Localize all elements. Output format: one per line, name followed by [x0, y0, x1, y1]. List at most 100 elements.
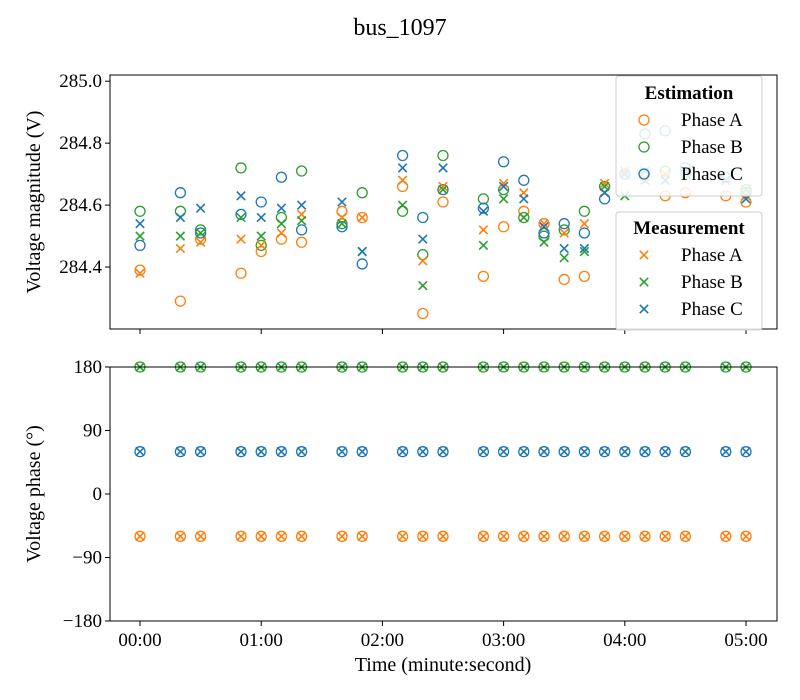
measurement-point-phase-b	[337, 218, 347, 229]
magnitude-y-label: Voltage magnitude (V)	[23, 111, 45, 294]
measurement-point-phase-a	[135, 268, 145, 279]
phase-estimation-point-phase-c	[740, 446, 752, 458]
legend-marker-phase-b	[638, 141, 650, 153]
phase-marks	[134, 361, 752, 542]
estimation-point-phase-a	[538, 218, 550, 230]
phase-estimation-point-phase-c	[720, 446, 732, 458]
phase-estimation-point-phase-c	[295, 446, 308, 458]
phase-estimation-point-phase-c	[336, 446, 348, 458]
estimation-point-phase-a	[255, 245, 267, 258]
phase-estimation-point-phase-c	[639, 446, 651, 458]
measurement-point-phase-a	[438, 181, 448, 192]
measurement-point-phase-a	[236, 234, 246, 244]
phase-measurement-point-phase-a	[680, 531, 691, 542]
phase-measurement-point-phase-c	[519, 446, 529, 457]
measurement-legend-title: Measurement	[633, 218, 745, 239]
legend-marker-phase-c	[639, 304, 649, 314]
phase-measurement-point-phase-a	[337, 531, 347, 542]
estimation-point-phase-b	[538, 230, 550, 242]
phase-estimation-point-phase-a	[518, 530, 530, 542]
measurement-point-phase-a	[478, 225, 489, 235]
phase-axes-frame	[109, 366, 778, 622]
chart-title: bus_1097	[353, 15, 446, 41]
magnitude-panel: 284.4 284.6 284.8 285.0 Voltage magnitude (…	[23, 71, 778, 334]
magnitude-y-tick-label: 284.4	[59, 257, 102, 278]
x-tick-label: 04:00	[603, 630, 646, 651]
estimation-point-phase-b	[336, 218, 348, 230]
measurement-point-phase-c	[135, 218, 145, 229]
estimation-point-phase-c	[497, 156, 510, 168]
measurement-point-phase-b	[135, 231, 145, 241]
phase-measurement-point-phase-c	[640, 446, 650, 457]
phase-estimation-point-phase-a	[417, 530, 429, 542]
x-tick-label: 03:00	[482, 630, 525, 651]
estimation-point-phase-a	[356, 211, 368, 224]
phase-measurement-point-phase-c	[620, 446, 630, 457]
phase-estimation-point-phase-c	[255, 446, 267, 458]
phase-estimation-point-phase-a	[396, 530, 409, 542]
phase-estimation-point-phase-a	[659, 530, 671, 542]
phase-measurement-point-phase-c	[559, 446, 569, 457]
phase-y-tick-label: 180	[74, 357, 103, 378]
phase-measurement-point-phase-c	[256, 446, 266, 457]
estimation-point-phase-c	[235, 208, 247, 221]
estimation-point-phase-b	[174, 205, 187, 217]
x-tick-label: 01:00	[240, 630, 283, 651]
phase-estimation-point-phase-a	[356, 530, 368, 542]
phase-measurement-point-phase-c	[135, 446, 145, 457]
phase-measurement-point-phase-c	[175, 446, 186, 457]
phase-measurement-point-phase-c	[276, 446, 287, 457]
phase-measurement-point-phase-a	[539, 531, 549, 542]
phase-estimation-point-phase-a	[437, 530, 449, 542]
measurement-point-phase-c	[195, 203, 206, 213]
phase-y-tick-label: 90	[83, 421, 102, 442]
phase-estimation-point-phase-a	[275, 530, 288, 542]
phase-measurement-point-phase-a	[135, 531, 145, 542]
legend-marker-phase-a	[639, 250, 649, 260]
phase-measurement-point-phase-a	[620, 531, 630, 542]
legend-label: Phase A	[681, 110, 743, 131]
phase-estimation-point-phase-a	[235, 530, 247, 542]
phase-measurement-point-phase-a	[741, 531, 751, 542]
measurement-point-phase-a	[357, 212, 367, 223]
phase-estimation-point-phase-a	[619, 530, 631, 542]
phase-measurement-point-phase-a	[195, 531, 206, 542]
measurement-point-phase-c	[236, 191, 246, 201]
phase-estimation-point-phase-a	[134, 530, 146, 542]
estimation-point-phase-b	[558, 224, 570, 236]
measurement-point-phase-b	[195, 228, 206, 238]
phase-measurement-point-phase-a	[236, 531, 246, 542]
measurement-point-phase-c	[438, 163, 448, 173]
phase-estimation-point-phase-c	[558, 446, 570, 458]
phase-measurement-point-phase-a	[397, 531, 408, 542]
measurement-point-phase-b	[418, 280, 428, 291]
phase-measurement-point-phase-c	[296, 446, 307, 457]
measurement-point-phase-c	[357, 246, 367, 257]
legend-label: Phase B	[681, 137, 743, 158]
phase-measurement-point-phase-a	[276, 531, 287, 542]
phase-measurement-point-phase-a	[478, 531, 489, 542]
estimation-point-phase-a	[194, 233, 207, 245]
phase-estimation-point-phase-c	[275, 446, 288, 458]
magnitude-y-tick-label: 284.6	[59, 195, 102, 216]
phase-measurement-point-phase-a	[559, 531, 569, 542]
legend-label: Phase C	[681, 164, 743, 185]
estimation-point-phase-a	[336, 205, 348, 217]
phase-measurement-point-phase-c	[195, 446, 206, 457]
phase-estimation-point-phase-c	[518, 446, 530, 458]
phase-measurement-point-phase-c	[741, 446, 751, 457]
measurement-point-phase-a	[256, 240, 266, 251]
estimation-legend: Estimation Phase A Phase B Phase C	[615, 75, 763, 197]
estimation-point-phase-c	[194, 227, 207, 239]
measurement-point-phase-b	[296, 215, 307, 226]
phase-estimation-point-phase-a	[477, 530, 490, 542]
measurement-point-phase-c	[519, 194, 529, 204]
estimation-point-phase-b	[497, 183, 510, 196]
measurement-point-phase-b	[478, 240, 489, 251]
measurement-point-phase-c	[175, 212, 186, 223]
phase-measurement-point-phase-c	[337, 446, 347, 457]
measurement-point-phase-b	[438, 184, 448, 195]
phase-measurement-point-phase-a	[357, 531, 367, 542]
measurement-point-phase-a	[559, 228, 569, 238]
